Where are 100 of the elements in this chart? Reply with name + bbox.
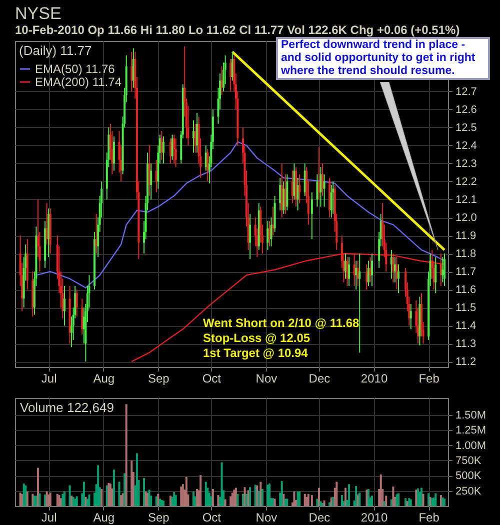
candlestick bbox=[369, 256, 372, 283]
bar bbox=[200, 475, 202, 506]
bar bbox=[249, 487, 252, 506]
candlestick bbox=[170, 138, 172, 164]
chart-title: NYSE bbox=[15, 4, 62, 23]
bar bbox=[130, 460, 133, 506]
candlestick bbox=[392, 253, 394, 283]
bar bbox=[118, 482, 120, 506]
bar bbox=[88, 494, 90, 506]
bar bbox=[344, 488, 346, 506]
bar bbox=[192, 491, 194, 506]
bar bbox=[266, 484, 269, 506]
line-series bbox=[36, 141, 446, 288]
candlestick bbox=[358, 253, 361, 354]
y-tick-label: 11.5 bbox=[456, 302, 476, 314]
y-tick-label: 11.8 bbox=[456, 248, 476, 260]
y-tick-label: 11.2 bbox=[456, 356, 476, 368]
bar bbox=[224, 499, 226, 506]
bar bbox=[212, 489, 214, 506]
bar bbox=[398, 493, 400, 506]
candlestick bbox=[230, 58, 232, 92]
x-tick-label: Aug bbox=[93, 372, 115, 386]
bar bbox=[336, 482, 338, 506]
annotation: Stop-Loss @ 12.05 bbox=[203, 331, 310, 345]
bar bbox=[396, 494, 398, 506]
candlestick bbox=[81, 298, 84, 336]
y-tick-label: 12.0 bbox=[456, 212, 477, 224]
bar bbox=[97, 465, 100, 506]
bar bbox=[307, 494, 310, 506]
y-tick-label: 12.4 bbox=[456, 140, 477, 152]
x-tick-label: Dec bbox=[308, 372, 330, 386]
bar bbox=[408, 498, 410, 506]
bar bbox=[348, 484, 350, 506]
y-tick-label: 12.5 bbox=[456, 122, 477, 134]
bar bbox=[260, 482, 262, 506]
y-tick-label: 750K bbox=[456, 454, 482, 467]
bar bbox=[63, 491, 66, 506]
bar bbox=[418, 492, 421, 506]
bar bbox=[261, 489, 264, 506]
annotation: Perfect downward trend in place - and solid opportunity to get in right where the trend should resume. bbox=[276, 37, 490, 80]
bar bbox=[242, 494, 244, 506]
x-tick-label: Aug bbox=[93, 510, 115, 524]
bar bbox=[442, 498, 444, 506]
bar bbox=[306, 496, 308, 506]
candlestick bbox=[76, 289, 78, 318]
bar bbox=[143, 478, 146, 506]
bar bbox=[392, 486, 394, 506]
candlestick bbox=[266, 220, 269, 250]
bar bbox=[318, 488, 320, 506]
candlestick bbox=[192, 120, 194, 154]
candlestick bbox=[442, 256, 444, 283]
y-tick-label: 11.7 bbox=[456, 266, 476, 278]
bar bbox=[404, 498, 407, 506]
candlestick bbox=[63, 285, 66, 326]
bar bbox=[355, 486, 358, 506]
y-tick-label: 11.4 bbox=[456, 320, 476, 332]
bar bbox=[420, 488, 422, 506]
bar bbox=[173, 492, 176, 506]
bar bbox=[125, 404, 128, 506]
candlestick bbox=[174, 138, 177, 168]
candlestick bbox=[434, 256, 437, 294]
bar bbox=[112, 470, 115, 506]
bar bbox=[185, 476, 188, 506]
y-tick-label: 250K bbox=[456, 485, 482, 498]
y-tick-label: 1.25M bbox=[456, 424, 486, 437]
bar bbox=[316, 498, 318, 506]
x-tick-label: Nov bbox=[256, 510, 278, 524]
y-tick-label: 12.6 bbox=[456, 104, 477, 116]
x-tick-label: Jul bbox=[41, 510, 57, 524]
candlestick bbox=[150, 162, 152, 200]
bar bbox=[434, 493, 437, 506]
candlestick bbox=[322, 162, 324, 196]
bar bbox=[180, 486, 182, 506]
bar bbox=[162, 500, 164, 506]
bar bbox=[410, 499, 412, 506]
candlestick bbox=[162, 136, 164, 164]
x-tick-label: 2010 bbox=[360, 510, 388, 524]
bar bbox=[48, 494, 50, 506]
candlestick bbox=[396, 256, 398, 290]
bar bbox=[443, 498, 446, 506]
candlestick bbox=[249, 213, 252, 260]
y-tick-label: 11.9 bbox=[456, 230, 476, 242]
candlestick bbox=[366, 264, 368, 290]
legend-title: (Daily) 11.77 bbox=[19, 43, 92, 58]
candlestick bbox=[279, 177, 282, 211]
candlestick bbox=[323, 174, 326, 208]
bar bbox=[124, 473, 126, 506]
legend-label: EMA(200) 11.74 bbox=[35, 75, 122, 89]
candlestick bbox=[130, 51, 133, 92]
bar bbox=[422, 494, 424, 506]
candlestick bbox=[318, 146, 320, 200]
bar bbox=[76, 496, 78, 506]
bar bbox=[268, 484, 270, 506]
candlestick bbox=[268, 220, 270, 247]
x-tick-label: Feb bbox=[418, 372, 440, 386]
x-tick-label: Sep bbox=[148, 372, 170, 386]
x-tick-label: Feb bbox=[418, 510, 440, 524]
candlestick bbox=[196, 112, 198, 154]
candlestick bbox=[348, 256, 350, 286]
x-tick-label: 2010 bbox=[360, 372, 388, 386]
